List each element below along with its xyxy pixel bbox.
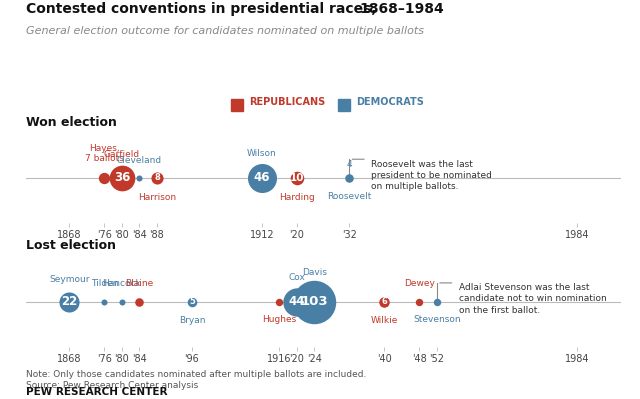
Point	[99, 298, 109, 305]
Point	[152, 175, 162, 181]
Text: 10: 10	[290, 173, 304, 183]
Text: Cleveland: Cleveland	[117, 156, 162, 165]
Text: Tilden: Tilden	[91, 279, 118, 288]
Text: Roosevelt was the last
president to be nominated
on multiple ballots.: Roosevelt was the last president to be n…	[371, 160, 492, 191]
Text: Contested conventions in presidential races,: Contested conventions in presidential ra…	[26, 2, 381, 16]
Text: REPUBLICANS: REPUBLICANS	[249, 97, 325, 107]
Text: Garfield: Garfield	[104, 150, 140, 159]
Point	[275, 298, 285, 305]
Point	[344, 175, 355, 181]
Point	[257, 175, 267, 181]
Point	[292, 298, 302, 305]
Text: 46: 46	[253, 171, 270, 184]
Point	[187, 298, 197, 305]
Point	[116, 298, 127, 305]
Text: Hughes: Hughes	[262, 315, 296, 324]
Point	[292, 175, 302, 181]
Text: Stevenson: Stevenson	[413, 315, 461, 324]
Point	[309, 298, 319, 305]
Text: Wilkie: Wilkie	[371, 316, 398, 325]
Text: Won election: Won election	[26, 116, 116, 129]
Text: 36: 36	[114, 171, 130, 184]
Point	[380, 298, 390, 305]
Text: 44: 44	[289, 295, 305, 308]
Point	[64, 298, 74, 305]
Point	[99, 175, 109, 181]
Text: Lost election: Lost election	[26, 239, 116, 253]
Text: 6: 6	[381, 297, 387, 306]
Text: Harrison: Harrison	[138, 193, 176, 202]
Text: 1868–1984: 1868–1984	[360, 2, 444, 16]
Text: 5: 5	[189, 297, 195, 306]
Text: Harding: Harding	[279, 193, 315, 202]
Text: Roosevelt: Roosevelt	[327, 192, 372, 201]
Text: Seymour: Seymour	[49, 275, 90, 284]
Text: Bryan: Bryan	[179, 316, 205, 325]
Point	[134, 298, 145, 305]
Text: Note: Only those candidates nominated after multiple ballots are included.: Note: Only those candidates nominated af…	[26, 370, 366, 379]
Text: Hayes,
7 ballots: Hayes, 7 ballots	[85, 144, 124, 163]
Text: Davis: Davis	[302, 269, 327, 277]
Text: Blaine: Blaine	[125, 279, 154, 288]
Text: Hancock: Hancock	[102, 279, 141, 288]
Text: Dewey: Dewey	[404, 279, 435, 288]
Point	[116, 175, 127, 181]
Text: PEW RESEARCH CENTER: PEW RESEARCH CENTER	[26, 387, 167, 397]
Point	[134, 175, 145, 181]
Text: 103: 103	[301, 295, 328, 308]
Text: General election outcome for candidates nominated on multiple ballots: General election outcome for candidates …	[26, 26, 424, 36]
Point	[414, 298, 424, 305]
Text: 8: 8	[154, 173, 160, 182]
Text: Source: Pew Research Center analysis: Source: Pew Research Center analysis	[26, 381, 198, 390]
Text: Wilson: Wilson	[247, 149, 277, 158]
Text: Adlai Stevenson was the last
candidate not to win nomination
on the first ballot: Adlai Stevenson was the last candidate n…	[459, 283, 607, 314]
Text: 4: 4	[347, 160, 352, 168]
Text: 22: 22	[61, 295, 77, 308]
Point	[432, 298, 442, 305]
Text: DEMOCRATS: DEMOCRATS	[356, 97, 424, 107]
Text: Cox: Cox	[289, 273, 305, 282]
